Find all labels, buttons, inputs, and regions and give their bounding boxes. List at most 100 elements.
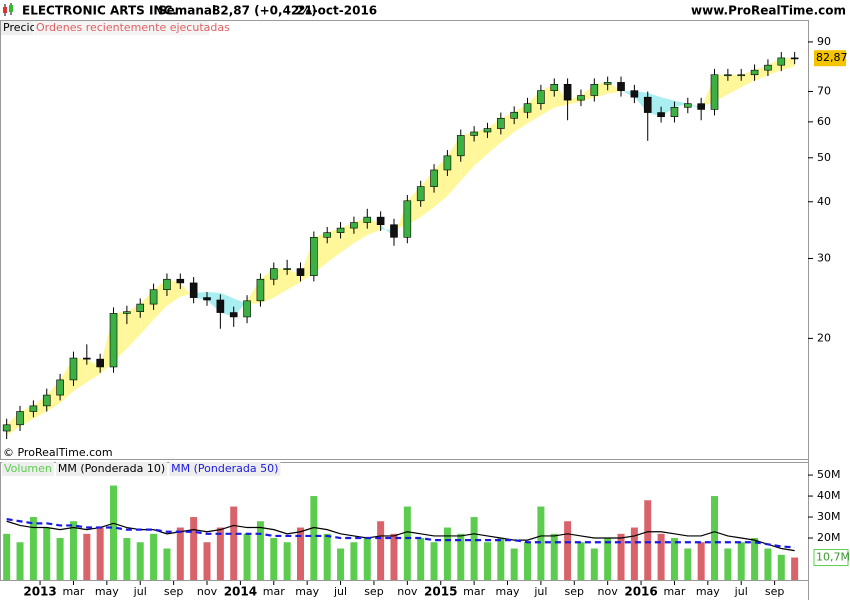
candle-body <box>203 297 211 301</box>
volume-bar <box>176 527 184 580</box>
volume-bar <box>590 548 598 580</box>
volume-bar <box>630 527 638 580</box>
candle-body <box>750 69 759 76</box>
y-tick-label: 50M <box>817 468 841 481</box>
volume-bar <box>537 506 545 580</box>
x-tick-label: nov <box>197 585 218 598</box>
watermark: © ProRealTime.com <box>3 446 113 459</box>
volume-bar <box>230 506 238 580</box>
x-tick-label: may <box>295 585 319 598</box>
volume-bar <box>310 496 318 580</box>
y-tick-label: 50 <box>817 151 831 164</box>
candle-body <box>176 278 185 284</box>
last-value-box <box>813 549 849 567</box>
x-tick-label: jul <box>333 585 347 598</box>
x-tick-label: 2016 <box>624 585 657 599</box>
volume-bar <box>430 542 438 580</box>
volume-bar <box>270 538 278 580</box>
y-tick-label: 70 <box>817 84 831 97</box>
candle-body <box>416 186 425 202</box>
candle-body <box>430 169 438 187</box>
candle-body <box>2 424 11 432</box>
panel-label: Precio <box>3 21 37 34</box>
candle-body <box>283 268 291 270</box>
candle-body <box>790 57 799 60</box>
x-tick-label: sep <box>765 585 784 598</box>
candle-body <box>256 278 265 302</box>
candle-body <box>537 90 545 104</box>
legend-box <box>1 21 33 35</box>
volume-bar <box>470 517 478 580</box>
volume-bar <box>16 542 24 580</box>
x-tick-label: sep <box>164 585 183 598</box>
volume-bar <box>443 527 451 580</box>
candle-body <box>483 128 492 133</box>
y-tick-label: 40M <box>817 489 841 502</box>
x-tick-label: jul <box>734 585 748 598</box>
y-tick-label: 90 <box>817 35 831 48</box>
candle-body <box>657 112 665 117</box>
x-tick-label: 2015 <box>424 585 457 599</box>
band-segment <box>727 74 742 95</box>
candle-body <box>777 57 786 66</box>
candle-body <box>550 83 559 91</box>
volume-bar <box>337 548 345 580</box>
x-tick-label: may <box>696 585 720 598</box>
candle-body <box>149 289 158 305</box>
legend-entry: Volumen <box>4 462 52 475</box>
header-site: www.ProRealTime.com <box>691 4 846 18</box>
candle-body <box>510 111 518 119</box>
candle-body <box>643 96 652 113</box>
band-segment <box>674 100 688 108</box>
volume-bar <box>670 538 678 580</box>
legend-entry: MM (Ponderada 10) <box>58 462 165 475</box>
last-value-label: 82,87 <box>816 51 848 64</box>
x-tick-label: nov <box>598 585 619 598</box>
volume-bar <box>323 533 331 580</box>
candle-body <box>323 232 332 238</box>
volume-bar <box>777 554 785 580</box>
volume-bar <box>216 527 224 580</box>
x-tick-label: sep <box>565 585 584 598</box>
volume-bar <box>724 548 732 580</box>
volume-bar <box>510 548 518 580</box>
volume-bar <box>764 548 772 580</box>
volume-bar <box>190 517 198 580</box>
y-tick-label: 20M <box>817 531 841 544</box>
volume-bar <box>96 527 104 580</box>
band-segment <box>86 359 101 383</box>
volume-bar <box>243 533 251 580</box>
header-period: Semanal <box>158 4 216 18</box>
band-segment <box>180 282 194 298</box>
candle-body <box>577 95 585 101</box>
volume-bar <box>697 542 705 580</box>
x-tick-label: mar <box>463 585 485 598</box>
volume-bar <box>657 533 665 580</box>
header-icon <box>3 3 13 16</box>
candle-body <box>123 311 131 314</box>
candle-body <box>16 411 24 426</box>
volume-bar <box>497 538 505 580</box>
x-tick-label: 2013 <box>23 585 56 599</box>
x-tick-label: may <box>496 585 520 598</box>
candle-body <box>296 268 305 276</box>
candle-body <box>83 357 91 360</box>
x-tick-label: mar <box>663 585 685 598</box>
volume-bar <box>577 542 585 580</box>
volume-bar <box>3 533 11 580</box>
candle-body <box>243 300 251 318</box>
y-tick-label: 60 <box>817 115 831 128</box>
volume-bar <box>296 527 304 580</box>
candle-body <box>390 224 398 238</box>
panel-label: Ordenes recientemente ejecutadas <box>36 21 230 34</box>
candle-body <box>443 155 452 171</box>
x-tick-label: may <box>95 585 119 598</box>
volume-bar <box>417 538 425 580</box>
candle-body <box>376 216 385 226</box>
candle-body <box>470 131 478 136</box>
volume-bar <box>524 542 532 580</box>
candle-body <box>590 83 599 96</box>
volume-bar <box>751 538 759 580</box>
